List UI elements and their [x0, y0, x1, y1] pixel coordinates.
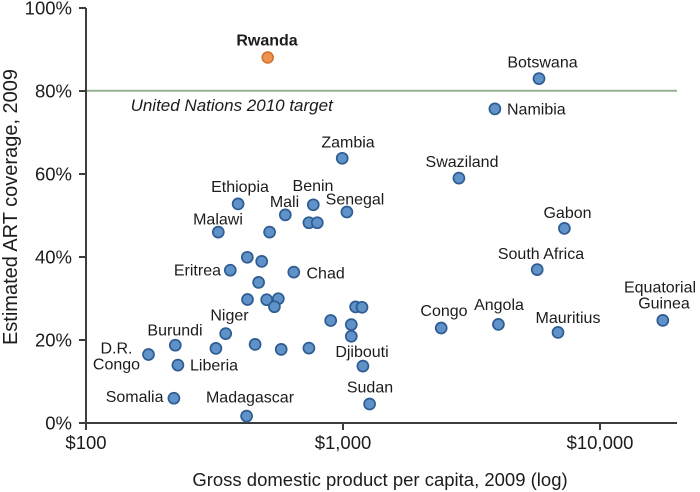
svg-text:Congo: Congo	[420, 303, 467, 320]
svg-text:Gabon: Gabon	[543, 205, 591, 222]
svg-text:Botswana: Botswana	[507, 54, 577, 71]
svg-text:Liberia: Liberia	[190, 358, 238, 375]
svg-text:Malawi: Malawi	[193, 211, 243, 228]
svg-text:Benin: Benin	[293, 178, 334, 195]
svg-text:Senegal: Senegal	[326, 191, 385, 208]
svg-text:D.R.: D.R.	[101, 341, 133, 358]
svg-text:Namibia: Namibia	[507, 102, 566, 119]
svg-text:Somalia: Somalia	[106, 389, 164, 406]
svg-text:Eritrea: Eritrea	[174, 263, 221, 280]
svg-text:Swaziland: Swaziland	[426, 154, 499, 171]
svg-text:Ethiopia: Ethiopia	[211, 179, 269, 196]
svg-text:Rwanda: Rwanda	[236, 33, 297, 50]
svg-text:Madagascar: Madagascar	[206, 389, 295, 406]
svg-text:60%: 60%	[35, 164, 72, 185]
svg-text:Chad: Chad	[307, 266, 345, 283]
svg-text:Djibouti: Djibouti	[335, 344, 388, 361]
svg-text:20%: 20%	[35, 330, 72, 351]
svg-text:South Africa: South Africa	[498, 246, 584, 263]
svg-text:Gross domestic product per cap: Gross domestic product per capita, 2009 …	[192, 469, 567, 490]
svg-text:United Nations 2010 target: United Nations 2010 target	[131, 96, 335, 115]
svg-text:Angola: Angola	[474, 297, 524, 314]
svg-text:Niger: Niger	[210, 307, 249, 324]
svg-text:Estimated ART coverage, 2009: Estimated ART coverage, 2009	[0, 69, 22, 345]
svg-text:0%: 0%	[45, 413, 72, 434]
svg-text:$10,000: $10,000	[567, 432, 634, 453]
svg-text:Mauritius: Mauritius	[536, 310, 601, 327]
svg-text:Burundi: Burundi	[147, 322, 202, 339]
svg-text:Mali: Mali	[270, 194, 299, 211]
svg-text:100%: 100%	[25, 0, 72, 19]
svg-text:Guinea: Guinea	[638, 296, 690, 313]
svg-text:Zambia: Zambia	[321, 134, 374, 151]
svg-text:Sudan: Sudan	[347, 379, 393, 396]
svg-text:$1,000: $1,000	[315, 432, 372, 453]
svg-text:$100: $100	[65, 432, 106, 453]
svg-text:Congo: Congo	[93, 357, 140, 374]
svg-text:Equatorial: Equatorial	[624, 279, 696, 296]
svg-text:40%: 40%	[35, 247, 72, 268]
svg-text:80%: 80%	[35, 81, 72, 102]
